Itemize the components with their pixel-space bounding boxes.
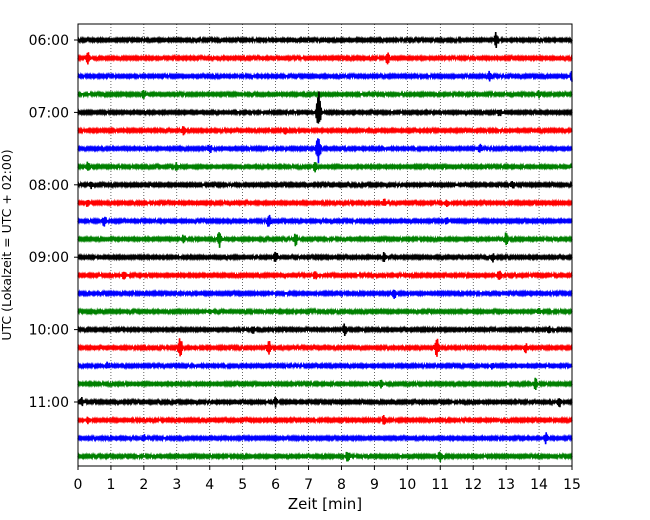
trace-0630: [77, 70, 573, 82]
trace-0600: [77, 31, 573, 48]
plot-frame: [77, 23, 573, 467]
trace-0900: [77, 251, 573, 263]
x-tick-label: 0: [74, 477, 83, 493]
trace-0800: [77, 180, 573, 190]
x-tick-label: 4: [205, 477, 214, 493]
y-tick-label: 09:00: [29, 250, 69, 266]
trace-0645: [77, 89, 573, 99]
y-axis-title: UTC (Lokalzeit = UTC + 02:00): [0, 149, 14, 340]
x-tick-label: 6: [271, 477, 280, 493]
trace-0945: [77, 307, 573, 316]
trace-1000: [77, 323, 573, 337]
x-tick-label: 15: [563, 477, 581, 493]
trace-0930: [77, 289, 573, 299]
trace-1030: [77, 361, 573, 371]
y-tick-label: 10:00: [29, 323, 69, 339]
trace-1130: [77, 432, 573, 445]
x-tick-label: 2: [139, 477, 148, 493]
x-tick-label: 10: [398, 477, 416, 493]
x-tick-label: 3: [172, 477, 181, 493]
x-tick-label: 13: [497, 477, 515, 493]
x-tick-label: 12: [464, 477, 482, 493]
trace-0700: [77, 91, 573, 124]
x-tick-label: 1: [106, 477, 115, 493]
traces: [77, 31, 573, 463]
trace-0815: [77, 198, 573, 208]
x-ticks: 0 1 2 3 4 5 6 7 8 9 10 11 12 13 14 15: [74, 466, 581, 493]
trace-0745: [77, 161, 573, 173]
x-tick-label: 5: [238, 477, 247, 493]
trace-0915: [77, 270, 573, 280]
x-tick-label: 14: [530, 477, 548, 493]
x-axis-title: Zeit [min]: [288, 495, 362, 513]
trace-1045: [77, 377, 573, 391]
trace-1115: [77, 414, 573, 425]
trace-0845: [77, 232, 573, 248]
trace-0715: [77, 126, 573, 136]
trace-0615: [77, 52, 573, 65]
trace-0830: [77, 214, 573, 227]
y-ticks: 06:00 07:00 08:00 09:00 10:00 11:00: [29, 33, 78, 411]
x-tick-label: 7: [304, 477, 313, 493]
x-tick-label: 9: [370, 477, 379, 493]
trace-0730: [77, 138, 573, 164]
x-tick-label: 11: [431, 477, 449, 493]
y-tick-label: 06:00: [29, 33, 69, 49]
trace-1100: [77, 396, 573, 408]
y-tick-label: 07:00: [29, 105, 69, 121]
x-tick-label: 8: [337, 477, 346, 493]
trace-1015: [77, 338, 573, 357]
trace-1145: [77, 451, 573, 463]
y-tick-label: 11:00: [29, 395, 69, 411]
y-tick-label: 08:00: [29, 178, 69, 194]
